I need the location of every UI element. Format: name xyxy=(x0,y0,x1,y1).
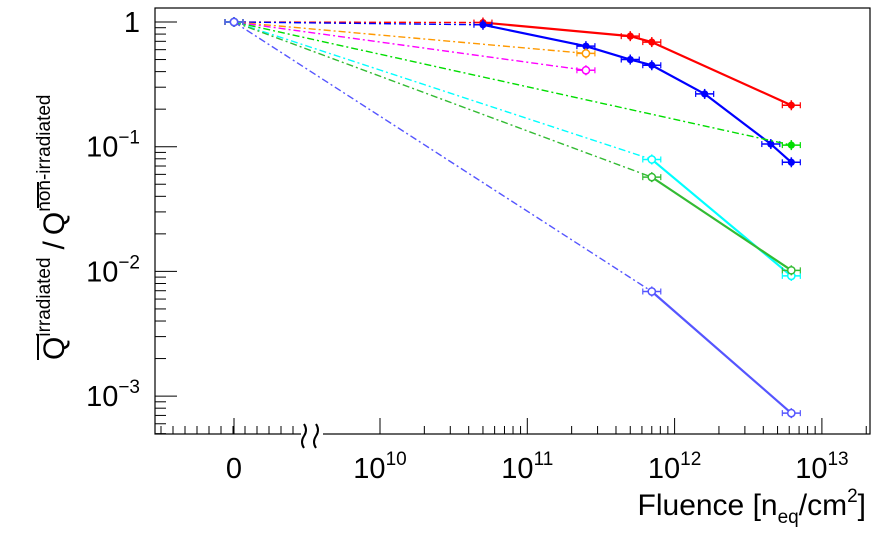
data-point xyxy=(642,286,662,297)
data-point xyxy=(781,140,801,151)
data-point xyxy=(642,60,662,71)
y-tick-label: 10−3 xyxy=(86,377,140,413)
y-title-numerator: Q xyxy=(38,337,71,360)
series-segment xyxy=(629,58,653,67)
y-tick-label: 10−2 xyxy=(86,252,140,288)
series-segment xyxy=(585,45,631,61)
series-7 xyxy=(224,17,801,419)
data-point xyxy=(781,408,801,419)
series-segment xyxy=(233,21,653,161)
y-title-denominator: Q xyxy=(38,212,71,235)
series-segment xyxy=(233,21,586,55)
y-axis-title: Qirradiated / Qnon-irradiated xyxy=(34,95,71,361)
y-tick-label: 1 xyxy=(124,7,140,39)
series-segment xyxy=(629,35,653,44)
series-segment xyxy=(704,93,772,145)
data-point xyxy=(576,48,596,59)
series-segment xyxy=(482,21,631,38)
svg-text:Qirradiated/Qnon-irradiated: Qirradiated / Qnon-irradiated xyxy=(34,95,71,361)
data-point xyxy=(642,172,662,183)
series-segment xyxy=(233,21,587,71)
x-tick-label: 1013 xyxy=(795,449,848,485)
x-tick-label: 1011 xyxy=(501,449,553,485)
tick-marks xyxy=(155,21,867,435)
y-title-slash: / xyxy=(38,240,71,249)
data-point xyxy=(642,37,662,48)
data-point xyxy=(781,157,801,168)
y-tick-labels: 1 10−1 10−2 10−3 xyxy=(86,7,140,413)
series-segment xyxy=(482,23,587,48)
x-tick-label: 1012 xyxy=(648,449,701,485)
data-point xyxy=(576,65,596,76)
series-segment xyxy=(233,21,653,178)
data-point xyxy=(620,31,640,42)
data-point xyxy=(761,139,781,150)
data-point xyxy=(576,41,596,52)
x-axis-break xyxy=(301,420,323,450)
data-point xyxy=(620,54,640,65)
series-segment xyxy=(651,158,793,277)
y-tick-label: 10−1 xyxy=(86,128,140,164)
series-segment xyxy=(233,21,483,26)
series-segment xyxy=(651,176,792,272)
y-title-numerator-sup: irradiated xyxy=(34,257,55,336)
x-tick-label: 0 xyxy=(226,453,242,485)
series-segment xyxy=(651,41,792,107)
data-point xyxy=(473,19,493,30)
series-segment xyxy=(651,290,793,414)
x-axis-title: Fluence [neq/cm2] xyxy=(638,486,866,528)
data-point xyxy=(642,154,662,165)
data-point xyxy=(781,100,801,111)
x-tick-labels: 0 1010 1011 1012 1013 xyxy=(226,449,849,485)
series-segment xyxy=(770,143,793,164)
series-layer xyxy=(224,17,801,419)
data-point xyxy=(695,88,715,99)
data-point xyxy=(224,17,244,27)
data-point xyxy=(781,265,801,276)
y-title-denominator-sup: non-irradiated xyxy=(34,95,55,212)
series-segment xyxy=(233,21,792,146)
series-segment xyxy=(651,64,706,95)
plot-frame xyxy=(154,7,871,435)
x-tick-label: 1010 xyxy=(353,449,406,485)
